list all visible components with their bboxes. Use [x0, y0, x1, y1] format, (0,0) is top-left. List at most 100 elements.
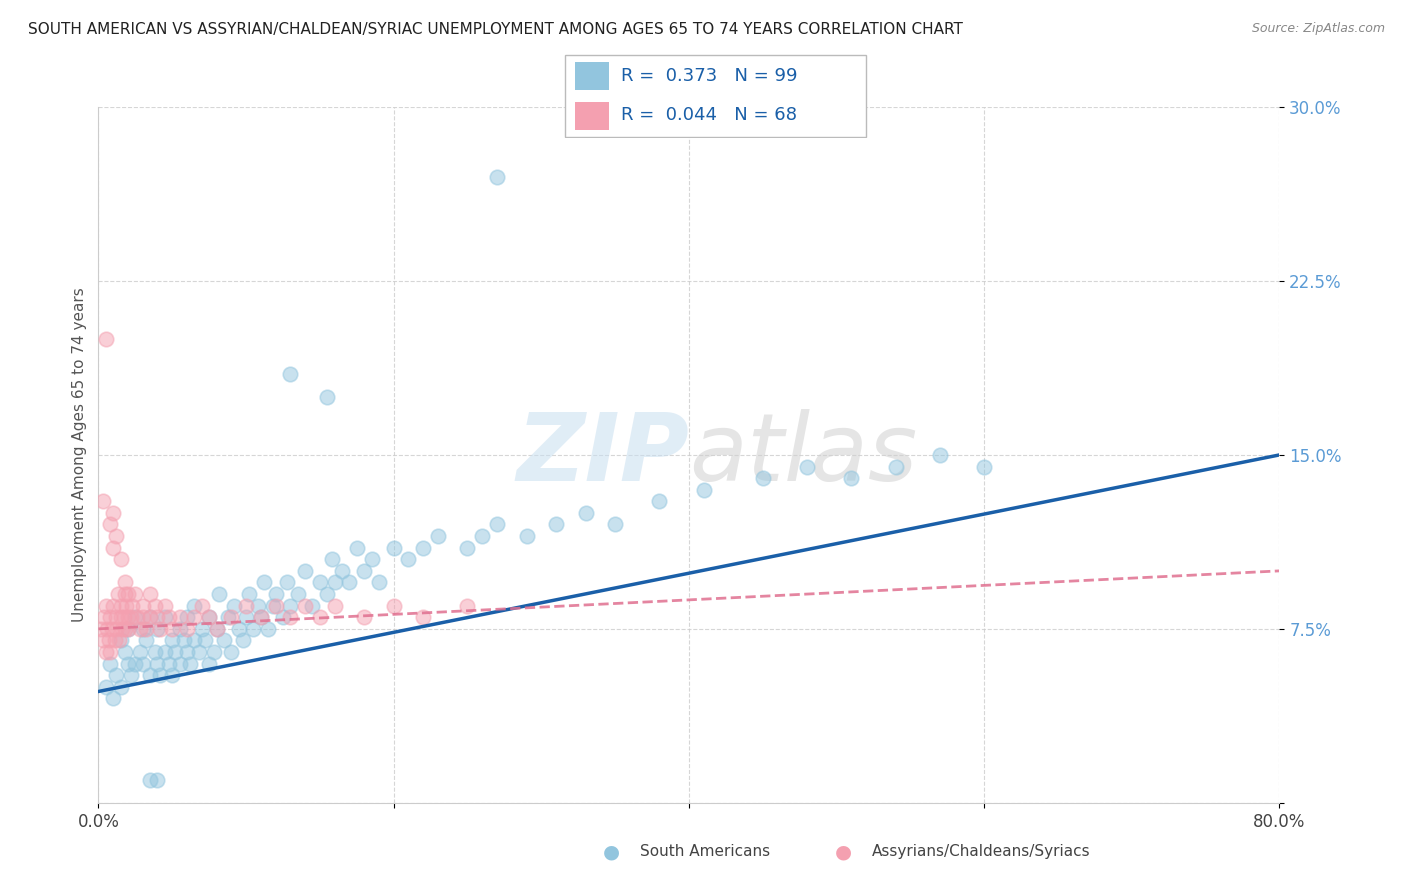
Point	[120, 610, 142, 624]
FancyBboxPatch shape	[575, 102, 609, 130]
Point	[165, 645, 187, 659]
Point	[176, 610, 198, 624]
Point	[264, 599, 287, 613]
Point	[202, 645, 225, 659]
Point	[235, 599, 257, 613]
Point	[117, 610, 139, 624]
Point	[157, 657, 180, 671]
Point	[103, 599, 125, 613]
Point	[169, 657, 191, 671]
Point	[309, 575, 332, 590]
Point	[105, 668, 128, 682]
Point	[98, 517, 121, 532]
Point	[90, 622, 112, 636]
Point	[149, 668, 172, 682]
Point	[96, 622, 118, 636]
Point	[153, 599, 176, 613]
Text: atlas: atlas	[689, 409, 917, 500]
Point	[153, 610, 176, 624]
Point	[264, 587, 287, 601]
Point	[973, 459, 995, 474]
Point	[103, 506, 125, 520]
Point	[117, 622, 139, 636]
Point	[471, 529, 494, 543]
Point	[928, 448, 950, 462]
Point	[97, 633, 120, 648]
Text: R =  0.044   N = 68: R = 0.044 N = 68	[621, 106, 797, 124]
Point	[337, 575, 360, 590]
Text: Assyrians/Chaldeans/Syriacs: Assyrians/Chaldeans/Syriacs	[872, 845, 1090, 859]
Point	[253, 575, 276, 590]
Point	[205, 622, 228, 636]
Point	[301, 599, 323, 613]
Point	[456, 541, 478, 555]
Point	[382, 541, 405, 555]
Point	[368, 575, 391, 590]
Point	[139, 668, 162, 682]
Point	[146, 657, 169, 671]
Point	[693, 483, 716, 497]
Point	[648, 494, 671, 508]
Point	[605, 517, 627, 532]
Point	[205, 622, 228, 636]
Point	[839, 471, 862, 485]
Point	[238, 587, 260, 601]
Point	[751, 471, 773, 485]
Point	[176, 645, 198, 659]
Point	[128, 622, 150, 636]
Point	[110, 610, 132, 624]
Point	[232, 633, 254, 648]
Point	[321, 552, 343, 566]
Point	[105, 622, 128, 636]
Point	[124, 610, 146, 624]
Point	[115, 599, 138, 613]
Text: ZIP: ZIP	[516, 409, 689, 501]
Point	[121, 599, 143, 613]
Point	[143, 599, 166, 613]
Point	[412, 541, 434, 555]
Point	[183, 610, 205, 624]
Point	[316, 390, 339, 404]
Point	[278, 367, 302, 381]
Text: ●: ●	[835, 842, 852, 862]
Point	[135, 633, 157, 648]
Point	[94, 680, 117, 694]
Point	[224, 599, 246, 613]
Point	[330, 564, 353, 578]
Point	[111, 622, 134, 636]
Point	[162, 622, 183, 636]
Point	[183, 599, 205, 613]
Point	[114, 575, 136, 590]
Point	[135, 622, 157, 636]
Point	[132, 622, 155, 636]
Point	[132, 610, 155, 624]
Point	[104, 633, 127, 648]
Point	[139, 587, 162, 601]
Point	[157, 610, 180, 624]
Point	[198, 610, 221, 624]
Point	[316, 587, 339, 601]
Point	[132, 599, 155, 613]
Point	[110, 680, 132, 694]
Point	[124, 587, 146, 601]
Point	[98, 645, 121, 659]
Point	[323, 575, 346, 590]
Point	[179, 657, 201, 671]
Point	[219, 645, 242, 659]
Point	[217, 610, 239, 624]
Point	[346, 541, 368, 555]
Point	[146, 772, 169, 787]
Point	[212, 633, 235, 648]
Text: ●: ●	[603, 842, 620, 862]
Point	[257, 622, 280, 636]
Point	[353, 610, 375, 624]
Text: Source: ZipAtlas.com: Source: ZipAtlas.com	[1251, 22, 1385, 36]
Point	[456, 599, 478, 613]
Point	[198, 610, 221, 624]
Point	[187, 645, 209, 659]
Point	[235, 610, 257, 624]
Point	[117, 587, 139, 601]
Point	[117, 622, 139, 636]
Point	[287, 587, 309, 601]
Point	[169, 622, 191, 636]
